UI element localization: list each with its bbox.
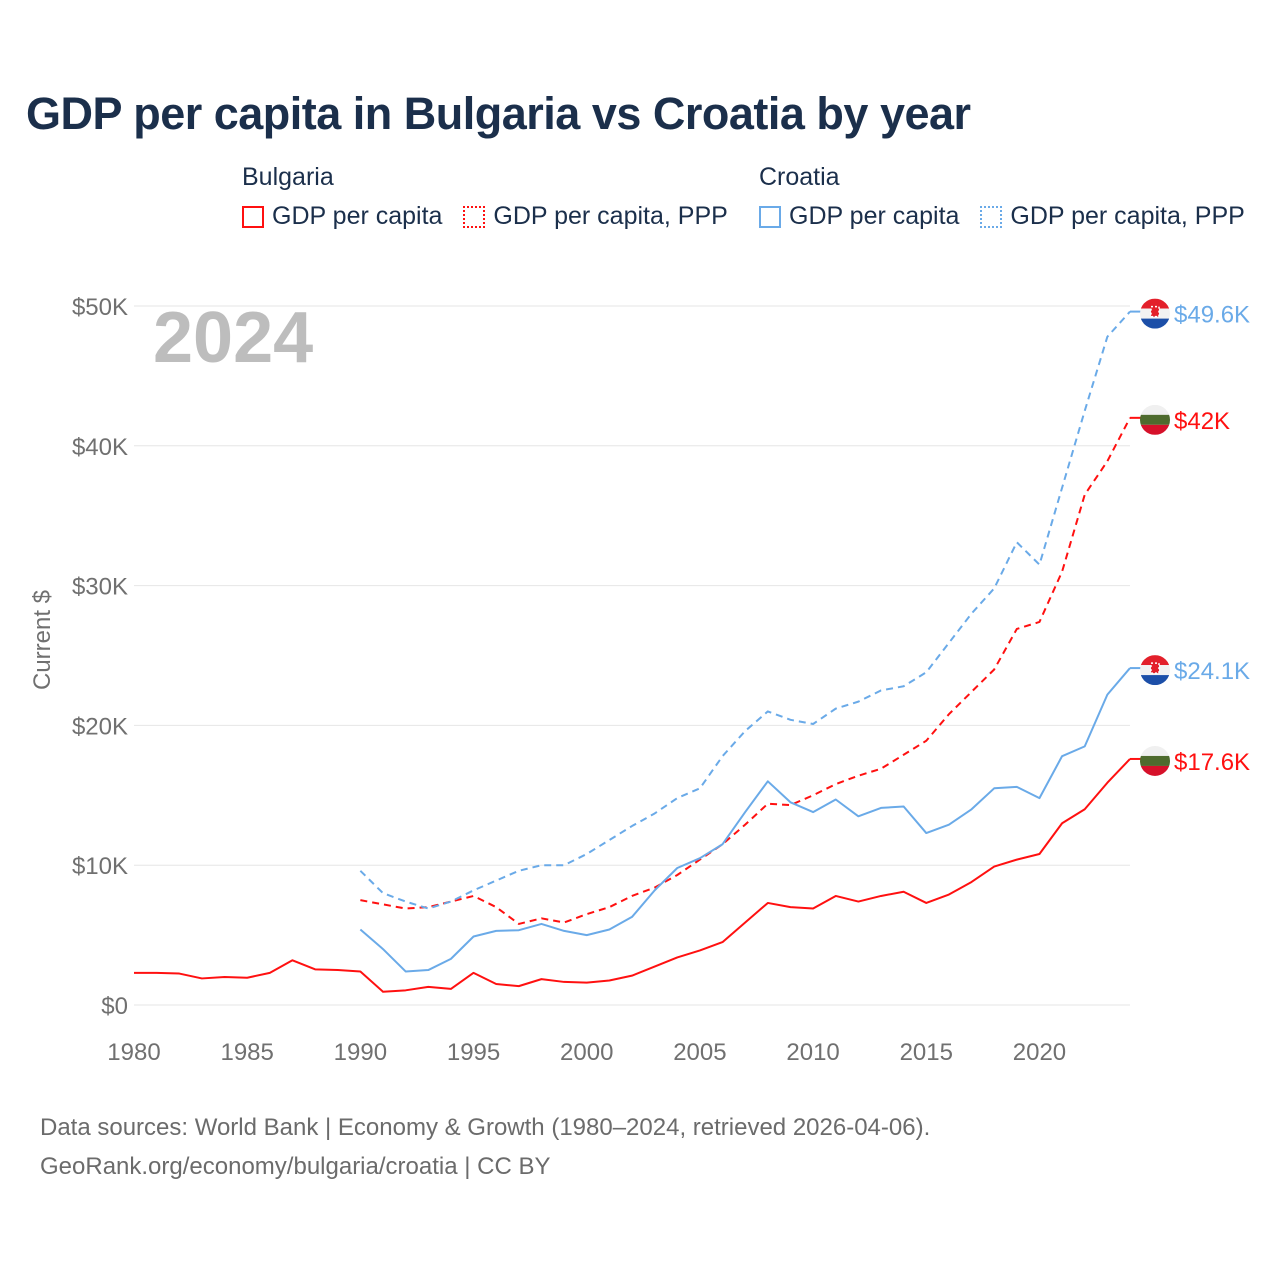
legend-croatia: Croatia GDP per capita GDP per capita, P… bbox=[759, 163, 1245, 235]
x-tick-label: 1980 bbox=[107, 1039, 160, 1066]
flag-stripe bbox=[1140, 765, 1170, 776]
end-marker: $17.6K bbox=[1130, 745, 1250, 776]
end-value-label: $42K bbox=[1174, 408, 1230, 435]
flag-checkerboard bbox=[1150, 305, 1160, 318]
flag-stripe bbox=[1140, 414, 1170, 425]
legend-group-label: Croatia bbox=[759, 163, 840, 191]
flag-stripe bbox=[1140, 675, 1170, 686]
x-tick-label: 2005 bbox=[673, 1039, 726, 1066]
flag-stripe bbox=[1140, 755, 1170, 766]
y-tick-label: $0 bbox=[101, 993, 128, 1020]
series-line bbox=[359, 667, 1131, 973]
flag-stripe bbox=[1140, 745, 1170, 756]
end-marker: $49.6K bbox=[1130, 298, 1250, 329]
flag-stripe bbox=[1140, 655, 1170, 666]
croatia-flag-icon bbox=[1140, 655, 1170, 686]
dotted-swatch-icon bbox=[980, 205, 1003, 228]
x-tick-label: 1985 bbox=[220, 1039, 273, 1066]
y-axis-label: Current $ bbox=[29, 590, 56, 690]
end-value-label: $17.6K bbox=[1174, 749, 1250, 776]
data-sources: Data sources: World Bank | Economy & Gro… bbox=[40, 1114, 931, 1141]
bulgaria-flag-icon bbox=[1140, 745, 1170, 776]
flag-stripe bbox=[1140, 298, 1170, 309]
x-tick-label: 2020 bbox=[1013, 1039, 1066, 1066]
series-line bbox=[360, 417, 1131, 925]
source-link[interactable]: GeoRank.org/economy/bulgaria/croatia | C… bbox=[40, 1153, 551, 1180]
footer: Data sources: World Bank | Economy & Gro… bbox=[40, 1108, 930, 1186]
y-tick-label: $50K bbox=[72, 294, 128, 321]
legend-label: GDP per capita bbox=[272, 202, 443, 230]
x-tick-label: 2010 bbox=[786, 1039, 839, 1066]
flag-stripe bbox=[1140, 424, 1170, 435]
legend-label: GDP per capita bbox=[789, 202, 960, 230]
flag-stripe bbox=[1140, 404, 1170, 415]
series-line bbox=[134, 758, 1131, 993]
y-tick-label: $20K bbox=[72, 713, 128, 740]
bulgaria-flag-icon bbox=[1140, 404, 1170, 435]
x-tick-label: 2000 bbox=[560, 1039, 613, 1066]
series-line bbox=[359, 310, 1131, 910]
y-tick-label: $10K bbox=[72, 853, 128, 880]
flag-stripe bbox=[1140, 318, 1170, 329]
y-tick-label: $30K bbox=[72, 574, 128, 601]
end-marker: $24.1K bbox=[1130, 655, 1250, 686]
legend-group-label: Bulgaria bbox=[242, 163, 334, 191]
x-tick-label: 2015 bbox=[900, 1039, 953, 1066]
year-watermark: 2024 bbox=[153, 298, 313, 378]
legend-label: GDP per capita, PPP bbox=[493, 202, 728, 230]
end-value-label: $49.6K bbox=[1174, 302, 1250, 329]
flag-checkerboard bbox=[1150, 662, 1160, 674]
legend-item-croatia-ppp[interactable]: GDP per capita, PPP bbox=[980, 202, 1245, 231]
legend-item-croatia-gdp[interactable]: GDP per capita bbox=[759, 202, 959, 231]
chart-title: GDP per capita in Bulgaria vs Croatia by… bbox=[26, 88, 971, 139]
legend-bulgaria: Bulgaria GDP per capita GDP per capita, … bbox=[242, 163, 742, 235]
y-tick-label: $40K bbox=[72, 434, 128, 461]
end-value-label: $24.1K bbox=[1174, 658, 1250, 685]
end-marker: $42K bbox=[1130, 404, 1230, 435]
solid-swatch-icon bbox=[242, 205, 264, 228]
croatia-flag-icon bbox=[1140, 298, 1170, 329]
x-tick-label: 1995 bbox=[447, 1039, 500, 1066]
legend-item-bulgaria-gdp[interactable]: GDP per capita bbox=[242, 202, 442, 231]
x-tick-label: 1990 bbox=[334, 1039, 387, 1066]
dotted-swatch-icon bbox=[463, 205, 486, 228]
solid-swatch-icon bbox=[759, 205, 781, 228]
legend-label: GDP per capita, PPP bbox=[1010, 202, 1245, 230]
legend-item-bulgaria-ppp[interactable]: GDP per capita, PPP bbox=[463, 202, 728, 231]
